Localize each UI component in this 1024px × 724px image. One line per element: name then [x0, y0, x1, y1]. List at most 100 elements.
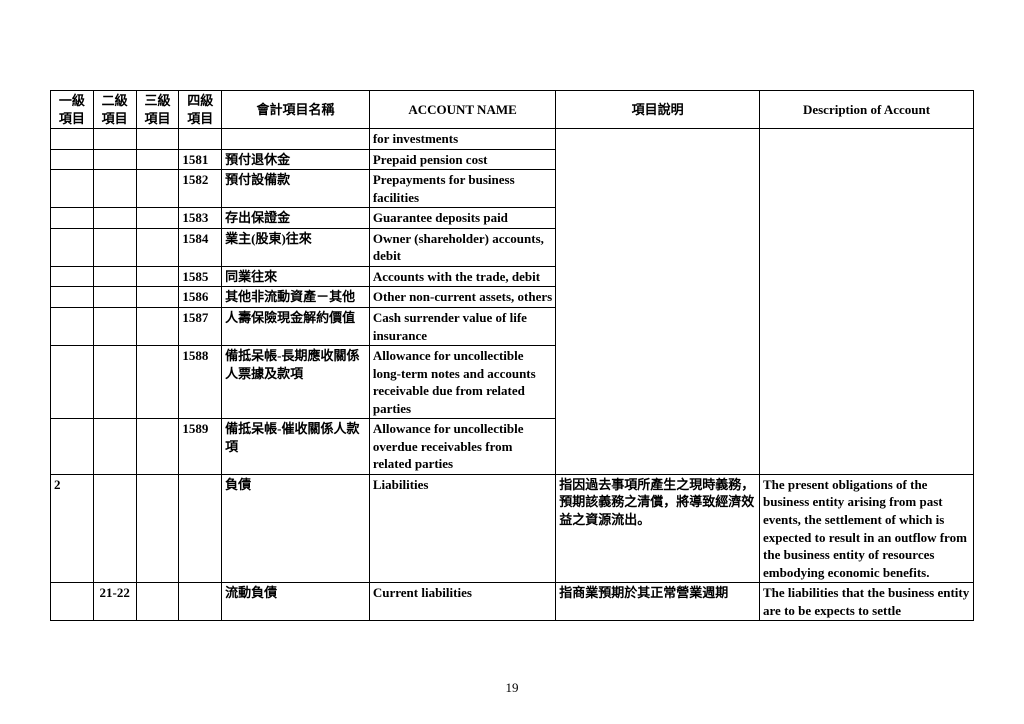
table-row: 1584業主(股東)往來Owner (shareholder) accounts…: [51, 228, 974, 266]
cell-desc-cn: [556, 419, 760, 475]
cell-desc-cn: [556, 346, 760, 419]
table-row: 1589備抵呆帳-催收關係人款項Allowance for uncollecti…: [51, 419, 974, 475]
cell-desc-cn: [556, 129, 760, 150]
col-header-lvl3: 三級項目: [136, 91, 179, 129]
cell-lvl4: 1587: [179, 308, 222, 346]
cell-desc-cn: [556, 266, 760, 287]
table-row: 1588備抵呆帳-長期應收關係人票據及款項Allowance for uncol…: [51, 346, 974, 419]
cell-lvl1: [51, 149, 94, 170]
table-body: for investments1581預付退休金Prepaid pension …: [51, 129, 974, 621]
cell-lvl4: 1584: [179, 228, 222, 266]
cell-lvl3: [136, 419, 179, 475]
cell-lvl1: [51, 208, 94, 229]
cell-name-cn: 業主(股東)往來: [222, 228, 370, 266]
cell-lvl3: [136, 129, 179, 150]
cell-name-cn: 人壽保險現金解約價值: [222, 308, 370, 346]
cell-desc-en: [760, 228, 974, 266]
cell-name-en: Liabilities: [369, 474, 555, 582]
cell-name-en: Prepayments for business facilities: [369, 170, 555, 208]
cell-name-cn: 同業往來: [222, 266, 370, 287]
cell-lvl2: [93, 228, 136, 266]
cell-lvl2: [93, 346, 136, 419]
cell-lvl1: [51, 287, 94, 308]
cell-lvl3: [136, 583, 179, 621]
cell-lvl3: [136, 228, 179, 266]
cell-lvl2: [93, 149, 136, 170]
cell-name-en: Other non-current assets, others: [369, 287, 555, 308]
cell-lvl3: [136, 149, 179, 170]
table-row: 1583存出保證金Guarantee deposits paid: [51, 208, 974, 229]
cell-lvl4: 1583: [179, 208, 222, 229]
cell-desc-cn: 指因過去事項所產生之現時義務，預期該義務之清償，將導致經濟效益之資源流出。: [556, 474, 760, 582]
page-number: 19: [0, 680, 1024, 696]
table-row: for investments: [51, 129, 974, 150]
cell-lvl1: [51, 228, 94, 266]
cell-lvl4: 1582: [179, 170, 222, 208]
cell-name-cn: 流動負債: [222, 583, 370, 621]
cell-name-en: Allowance for uncollectible overdue rece…: [369, 419, 555, 475]
cell-lvl3: [136, 170, 179, 208]
cell-lvl1: [51, 129, 94, 150]
cell-name-cn: [222, 129, 370, 150]
cell-desc-en: [760, 208, 974, 229]
cell-name-en: Current liabilities: [369, 583, 555, 621]
col-header-name-en: ACCOUNT NAME: [369, 91, 555, 129]
cell-lvl1: [51, 419, 94, 475]
cell-lvl2: [93, 287, 136, 308]
accounts-table: 一級項目 二級項目 三級項目 四級項目 會計項目名稱 ACCOUNT NAME …: [50, 90, 974, 621]
col-header-desc-cn: 項目說明: [556, 91, 760, 129]
cell-lvl2: [93, 419, 136, 475]
cell-name-en: Cash surrender value of life insurance: [369, 308, 555, 346]
cell-lvl1: [51, 583, 94, 621]
cell-lvl2: [93, 129, 136, 150]
table-row: 1582預付設備款Prepayments for business facili…: [51, 170, 974, 208]
cell-desc-cn: [556, 208, 760, 229]
cell-lvl1: [51, 346, 94, 419]
cell-lvl2: [93, 266, 136, 287]
cell-desc-en: [760, 129, 974, 150]
col-header-name-cn: 會計項目名稱: [222, 91, 370, 129]
cell-name-cn: 預付設備款: [222, 170, 370, 208]
cell-desc-en: The present obligations of the business …: [760, 474, 974, 582]
cell-desc-cn: [556, 228, 760, 266]
cell-lvl1: [51, 266, 94, 287]
cell-lvl4: [179, 474, 222, 582]
cell-lvl4: [179, 583, 222, 621]
table-row: 1586其他非流動資產－其他Other non-current assets, …: [51, 287, 974, 308]
cell-lvl2: [93, 308, 136, 346]
cell-desc-cn: [556, 308, 760, 346]
col-header-lvl4: 四級項目: [179, 91, 222, 129]
cell-name-en: Accounts with the trade, debit: [369, 266, 555, 287]
cell-lvl3: [136, 208, 179, 229]
cell-name-en: for investments: [369, 129, 555, 150]
table-header: 一級項目 二級項目 三級項目 四級項目 會計項目名稱 ACCOUNT NAME …: [51, 91, 974, 129]
cell-desc-cn: [556, 149, 760, 170]
cell-name-cn: 預付退休金: [222, 149, 370, 170]
cell-desc-en: [760, 287, 974, 308]
cell-lvl2: [93, 474, 136, 582]
cell-name-cn: 負債: [222, 474, 370, 582]
cell-lvl3: [136, 474, 179, 582]
table-row: 1585同業往來Accounts with the trade, debit: [51, 266, 974, 287]
cell-desc-en: [760, 170, 974, 208]
cell-lvl4: 1589: [179, 419, 222, 475]
col-header-lvl1: 一級項目: [51, 91, 94, 129]
cell-lvl4: [179, 129, 222, 150]
cell-name-cn: 備抵呆帳-催收關係人款項: [222, 419, 370, 475]
cell-lvl3: [136, 287, 179, 308]
cell-lvl1: 2: [51, 474, 94, 582]
table-row: 1587人壽保險現金解約價值Cash surrender value of li…: [51, 308, 974, 346]
table-row: 1581預付退休金Prepaid pension cost: [51, 149, 974, 170]
cell-name-en: Prepaid pension cost: [369, 149, 555, 170]
cell-name-cn: 存出保證金: [222, 208, 370, 229]
cell-lvl2: [93, 170, 136, 208]
cell-lvl1: [51, 170, 94, 208]
cell-lvl4: 1588: [179, 346, 222, 419]
cell-desc-en: [760, 419, 974, 475]
cell-desc-cn: 指商業預期於其正常營業週期: [556, 583, 760, 621]
col-header-desc-en: Description of Account: [760, 91, 974, 129]
cell-lvl4: 1581: [179, 149, 222, 170]
cell-desc-en: The liabilities that the business entity…: [760, 583, 974, 621]
cell-desc-en: [760, 149, 974, 170]
cell-desc-cn: [556, 170, 760, 208]
